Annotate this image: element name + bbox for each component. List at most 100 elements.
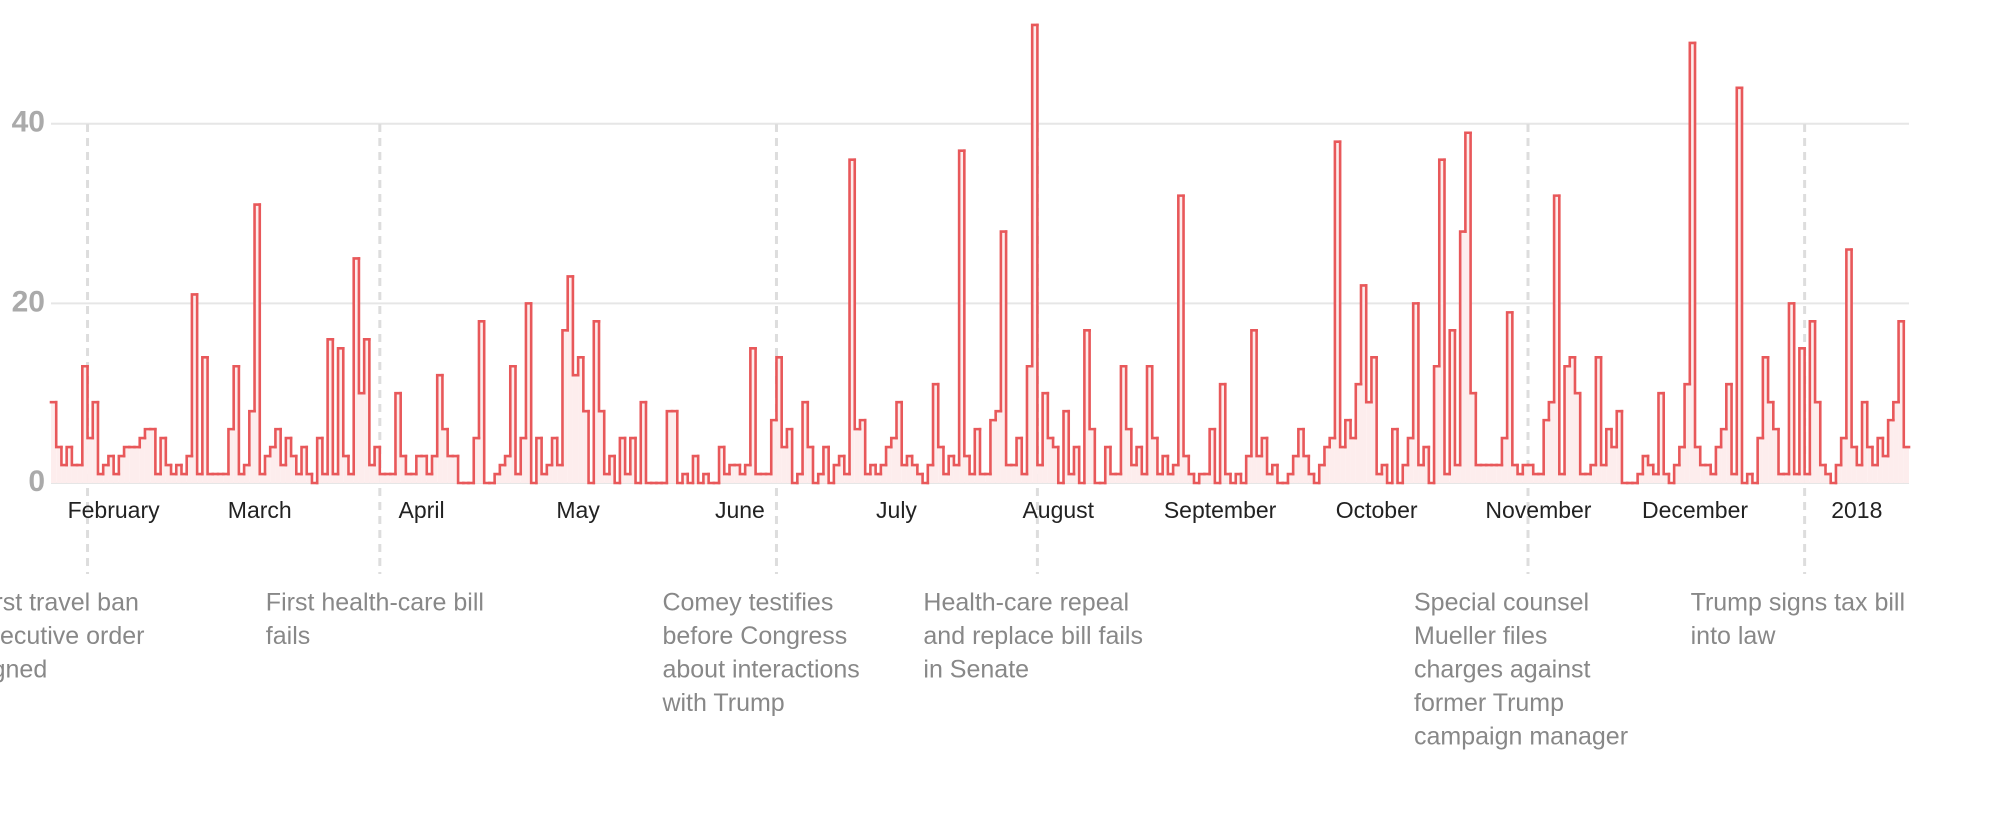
- area-step: [870, 465, 876, 483]
- step-line: [1265, 436, 1274, 476]
- step-line: [258, 203, 267, 476]
- area-step: [400, 456, 406, 483]
- step-line: [321, 436, 329, 476]
- area-step: [1204, 474, 1210, 483]
- area-step: [1235, 474, 1241, 483]
- annotation-text: before Congress: [662, 622, 847, 650]
- area-step: [1595, 357, 1602, 483]
- step-line: [1443, 158, 1452, 476]
- area-step: [666, 411, 673, 483]
- step-line: [681, 472, 690, 485]
- area-step: [92, 402, 98, 483]
- step-line: [352, 257, 361, 476]
- step-line: [1103, 445, 1112, 485]
- area-step: [985, 474, 991, 483]
- annotation-text: former Trump: [1414, 689, 1564, 717]
- area-step: [1835, 465, 1842, 483]
- step-line: [1803, 346, 1812, 476]
- x-tick-label: March: [228, 497, 292, 523]
- area-step: [1528, 465, 1534, 483]
- area-step: [1773, 429, 1779, 483]
- step-line: [1083, 329, 1091, 485]
- step-line: [910, 454, 919, 467]
- area-step: [619, 438, 626, 483]
- step-line: [232, 364, 241, 431]
- step-line: [336, 346, 345, 476]
- step-line: [1192, 472, 1201, 485]
- area-step: [1846, 249, 1852, 483]
- area-step: [1554, 195, 1560, 483]
- step-line: [341, 346, 350, 458]
- area-step: [891, 438, 897, 483]
- step-line: [1725, 382, 1733, 431]
- area-step: [285, 438, 292, 483]
- step-line: [284, 436, 293, 467]
- area-step: [322, 474, 328, 483]
- step-line: [368, 338, 376, 467]
- step-line: [1156, 436, 1164, 476]
- area-step: [1251, 330, 1257, 483]
- area-step: [494, 474, 500, 483]
- step-line: [1396, 427, 1405, 485]
- step-line: [122, 445, 131, 458]
- area-step: [745, 465, 751, 483]
- area-step: [431, 456, 438, 483]
- step-line: [936, 382, 945, 449]
- step-line: [942, 445, 950, 476]
- step-line: [1286, 472, 1295, 485]
- step-line: [796, 472, 804, 485]
- area-step: [786, 429, 793, 483]
- step-line: [916, 463, 924, 476]
- area-step: [525, 303, 532, 483]
- area-step: [1183, 456, 1189, 483]
- step-line: [201, 355, 209, 476]
- step-line: [1328, 436, 1337, 449]
- area-step: [1303, 456, 1309, 483]
- area-step: [1564, 366, 1570, 483]
- annotation-text: executive order: [0, 622, 144, 650]
- step-line: [1657, 391, 1665, 476]
- step-line: [1516, 463, 1525, 476]
- area-step: [854, 429, 860, 483]
- step-line: [597, 320, 606, 413]
- area-step: [473, 438, 479, 483]
- step-line: [503, 454, 512, 467]
- step-line: [1234, 472, 1243, 485]
- area-step: [1366, 402, 1372, 483]
- step-line: [227, 427, 235, 476]
- area-step: [343, 456, 349, 483]
- area-step: [1877, 438, 1883, 483]
- area-step: [959, 150, 965, 483]
- step-line: [514, 364, 523, 476]
- step-line: [1338, 140, 1347, 449]
- area-step: [1246, 456, 1252, 483]
- step-line: [769, 418, 778, 476]
- area-step: [134, 447, 140, 483]
- step-line: [696, 454, 705, 485]
- area-step: [1413, 303, 1419, 483]
- area-step: [155, 474, 161, 483]
- step-line: [576, 355, 585, 377]
- step-line: [242, 463, 251, 476]
- area-step: [51, 402, 57, 483]
- area-step: [1507, 312, 1513, 483]
- area-step: [160, 438, 166, 483]
- area-step: [1517, 474, 1523, 483]
- step-line: [1589, 463, 1598, 476]
- area-step: [1574, 393, 1581, 483]
- step-line: [1364, 284, 1373, 404]
- area-step: [118, 456, 125, 483]
- area-step: [1851, 447, 1857, 483]
- area-step: [1757, 438, 1763, 483]
- step-line: [1145, 364, 1154, 476]
- area-step: [1653, 474, 1659, 483]
- area-step: [719, 447, 725, 483]
- step-line: [1062, 409, 1071, 485]
- step-line: [545, 463, 554, 476]
- area-step: [1392, 429, 1398, 483]
- step-line: [968, 454, 977, 476]
- step-line: [378, 445, 387, 476]
- area-step: [1616, 411, 1622, 483]
- step-line: [54, 400, 63, 449]
- step-line: [1730, 382, 1739, 476]
